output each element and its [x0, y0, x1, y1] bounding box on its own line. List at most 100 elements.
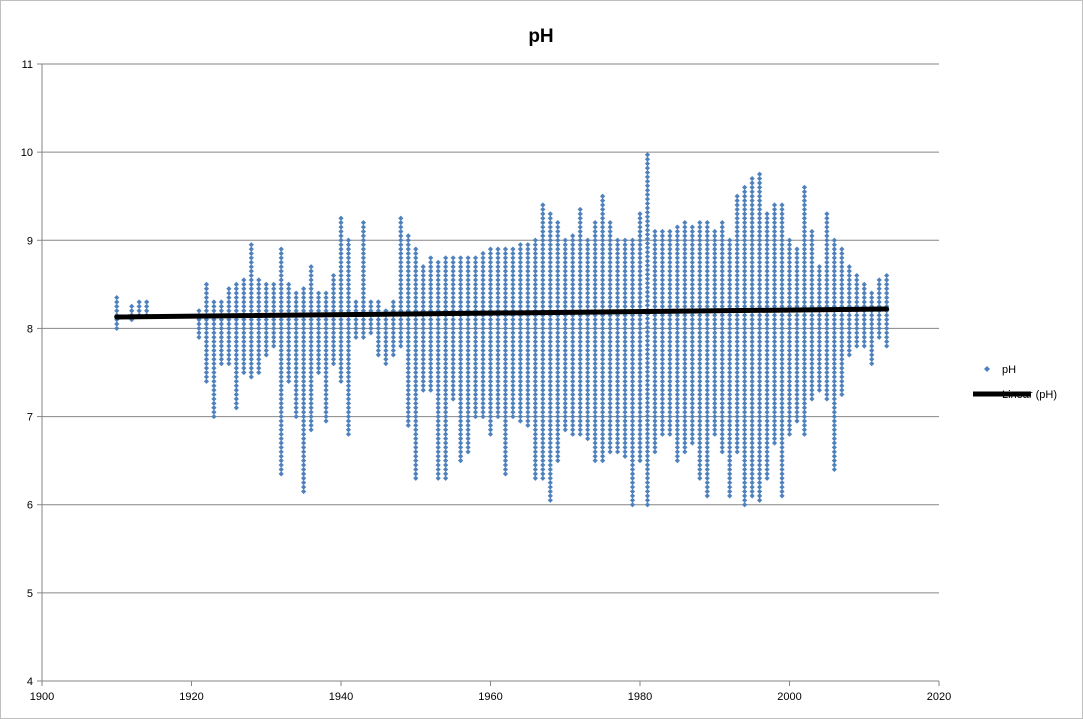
ph-point	[323, 290, 329, 296]
ph-point	[398, 259, 404, 265]
ph-point	[540, 427, 546, 433]
ph-point	[465, 347, 471, 354]
ph-point	[525, 387, 531, 393]
ph-point	[405, 286, 411, 292]
ph-point	[555, 290, 561, 296]
ph-point	[338, 259, 344, 265]
ph-point	[301, 462, 307, 468]
ph-point	[472, 330, 479, 336]
ph-point	[644, 426, 651, 433]
ph-point	[450, 378, 456, 384]
ph-point	[256, 286, 262, 292]
ph-point	[577, 352, 583, 358]
ph-point	[592, 347, 598, 354]
ph-point	[592, 233, 598, 239]
ph-point	[682, 224, 688, 230]
ph-point	[510, 361, 516, 367]
ph-point	[592, 369, 598, 376]
ph-point	[458, 431, 464, 437]
ph-point	[682, 449, 688, 455]
ph-point	[600, 422, 606, 428]
ph-point	[338, 220, 344, 226]
ph-point	[734, 321, 740, 327]
ph-point	[600, 259, 606, 265]
ph-point	[704, 299, 710, 305]
ph-point	[502, 466, 509, 473]
ph-point	[771, 299, 778, 305]
ph-point	[839, 387, 845, 393]
ph-point	[517, 352, 523, 358]
ph-point	[689, 409, 695, 415]
ph-point	[570, 431, 576, 437]
ph-point	[323, 330, 329, 336]
ph-point	[458, 356, 464, 362]
ph-point	[345, 361, 352, 367]
ph-point	[577, 343, 583, 349]
ph-point	[487, 290, 494, 296]
ph-point	[876, 299, 882, 305]
ph-point	[241, 321, 247, 327]
ph-point	[248, 294, 254, 301]
ph-point	[689, 383, 695, 389]
ph-point	[480, 250, 486, 257]
ph-point	[472, 343, 479, 349]
ph-point	[443, 325, 449, 332]
ph-point	[809, 325, 815, 332]
ph-point	[644, 404, 651, 410]
ph-point	[398, 339, 404, 345]
ph-point	[697, 264, 703, 270]
ph-point	[428, 286, 434, 292]
ph-point	[614, 321, 621, 327]
point-column-1937	[315, 290, 322, 376]
ph-point	[652, 246, 658, 252]
ph-point	[614, 400, 621, 406]
ph-point	[345, 334, 352, 340]
ph-point	[540, 462, 546, 468]
ph-point	[801, 409, 808, 415]
ph-point	[495, 299, 501, 305]
ph-point	[211, 352, 217, 358]
ph-point	[794, 369, 800, 376]
ph-point	[286, 378, 292, 384]
ph-point	[839, 246, 845, 252]
ph-point	[674, 396, 680, 402]
ph-point	[629, 259, 636, 265]
ph-point	[674, 286, 680, 292]
ph-point	[256, 299, 262, 305]
point-column-1975	[600, 193, 606, 464]
ph-point	[286, 343, 292, 349]
ph-point	[854, 294, 860, 301]
ph-point	[345, 246, 352, 252]
ph-point	[629, 281, 636, 287]
ph-point	[532, 250, 538, 257]
ph-point	[577, 369, 583, 376]
ph-point	[771, 317, 778, 323]
ph-point	[622, 361, 628, 367]
ph-point	[226, 286, 232, 292]
ph-point	[263, 352, 269, 358]
ph-point	[547, 242, 553, 248]
ph-point	[428, 277, 434, 283]
ph-point	[757, 272, 763, 279]
ph-point	[757, 193, 763, 199]
ph-point	[764, 462, 770, 468]
ph-point	[734, 361, 740, 367]
ph-point	[413, 299, 419, 305]
ph-point	[301, 475, 307, 481]
ph-point	[338, 317, 344, 323]
ph-point	[697, 317, 703, 323]
ph-point	[682, 383, 688, 389]
ph-point	[338, 242, 344, 248]
ph-point	[637, 396, 643, 402]
ph-point	[502, 334, 509, 340]
ph-point	[652, 396, 658, 402]
ph-point	[345, 237, 352, 243]
ph-point	[674, 418, 680, 424]
ph-point	[719, 444, 725, 451]
ph-point	[532, 444, 538, 451]
ph-point	[241, 330, 247, 336]
ph-point	[779, 409, 785, 415]
ph-point	[293, 334, 299, 340]
ph-point	[472, 387, 479, 393]
ph-point	[241, 308, 247, 314]
